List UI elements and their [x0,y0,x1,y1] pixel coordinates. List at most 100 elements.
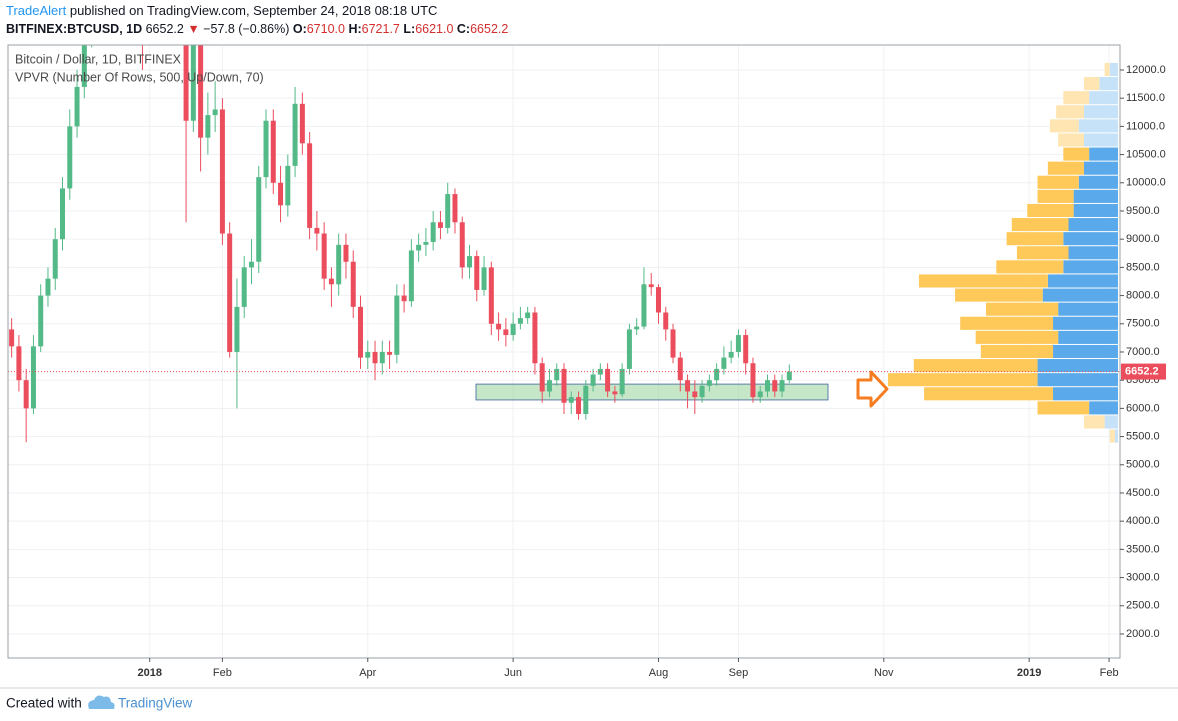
volume-down [960,316,1054,330]
candle-body [554,368,560,381]
volume-up [1078,119,1118,133]
footer-text: Created with [6,696,82,711]
candle-body [634,326,640,330]
volume-up [1073,203,1118,218]
candle-body [714,368,720,381]
candle-body [539,363,545,392]
ohlc-value: 6721.7 [362,22,400,36]
y-tick-label: 2000.0 [1126,628,1160,640]
candle-body [219,109,225,234]
volume-up [1083,105,1118,119]
candle-body [685,380,691,392]
volume-up [1053,387,1118,401]
candle-body [299,103,305,144]
candle-body [60,188,66,240]
y-tick-label: 10000.0 [1126,177,1166,189]
volume-down [924,387,1054,401]
candle-body [481,267,487,290]
y-tick-label: 7000.0 [1126,346,1160,358]
volume-down [985,302,1059,316]
volume-up [1063,232,1118,246]
candle-body [379,351,385,364]
y-tick-label: 2500.0 [1126,600,1160,612]
x-tick-label: 2019 [1017,667,1041,679]
candle-body [248,261,254,268]
candle-body [314,227,320,234]
volume-down [1083,415,1105,429]
symbol-line: BITFINEX:BTCUSD, 1D 6652.2 ▼ −57.8 (−0.8… [6,22,508,36]
ohlc-value: 6652.2 [470,22,508,36]
candle-body [692,391,698,398]
axes: 2000.0 2500.0 3000.0 3500.0 4000.0 4500.0 5000… [137,64,1166,679]
candle-body [525,312,531,319]
candle-body [583,385,589,415]
volume-down [888,373,1038,387]
candle-body [467,256,473,268]
volume-down [1058,133,1084,147]
candle-body [706,380,712,386]
x-tick-label: Sep [729,667,749,679]
candle-body [307,143,313,228]
candle-body [423,242,429,245]
ohlc-label: L: [403,22,415,36]
volume-up [1058,330,1118,344]
candle-body [16,346,22,381]
volume-up [1068,218,1118,232]
candle-body [52,239,58,279]
volume-up [1042,288,1118,302]
volume-up [1037,359,1118,373]
candle-body [285,165,291,206]
brand-logo [88,695,115,709]
volume-down [1006,232,1064,246]
candle-body [30,346,36,409]
volume-up [1083,133,1118,147]
author[interactable]: TradeAlert [6,3,67,18]
candle-body [212,109,218,116]
legend-indicator: VPVR (Number Of Rows, 500, Up/Down, 70) [15,70,264,84]
candle-body [743,335,749,364]
legend-title: Bitcoin / Dollar, 1D, BITFINEX [15,52,182,66]
candle-body [183,45,189,121]
y-tick-label: 8000.0 [1126,289,1160,301]
candle-body [663,312,669,330]
y-tick-label: 4500.0 [1126,487,1160,499]
y-tick-label: 12000.0 [1126,64,1166,76]
candle-body [9,329,15,347]
candle-body [532,312,538,364]
candle-body [510,323,516,336]
candle-body [757,391,763,398]
candle-body [263,120,269,178]
volume-down [918,274,1048,288]
candle-body [278,182,284,206]
candle-body [503,329,509,336]
candle-body [641,284,647,327]
y-tick-label: 9500.0 [1126,205,1160,217]
change-arrow: ▼ [187,22,199,36]
candle-body [38,295,44,347]
volume-up [1114,429,1118,443]
candle-body [437,222,443,228]
candle-body [699,385,705,398]
volume-up [1053,344,1118,359]
candle-body [626,329,632,369]
candle-body [350,261,356,307]
ohlc-value: 6621.0 [415,22,453,36]
candle-body [648,284,654,288]
candle-body [779,380,785,392]
ohlc-label: H: [348,22,361,36]
last-price: 6652.2 [146,22,184,36]
y-tick-label: 5000.0 [1126,459,1160,471]
brand[interactable]: TradingView [118,696,193,711]
candle-body [45,278,51,296]
published: published on TradingView.com, September … [70,3,438,18]
header-line: TradeAlert published on TradingView.com,… [6,3,437,18]
candle-body [234,306,240,352]
volume-up [1073,189,1118,203]
volume-down [1011,218,1069,232]
candle-body [612,391,618,395]
volume-up [1109,62,1118,77]
volume-down [1063,91,1090,105]
volume-up [1068,246,1118,260]
candle-body [256,177,262,262]
